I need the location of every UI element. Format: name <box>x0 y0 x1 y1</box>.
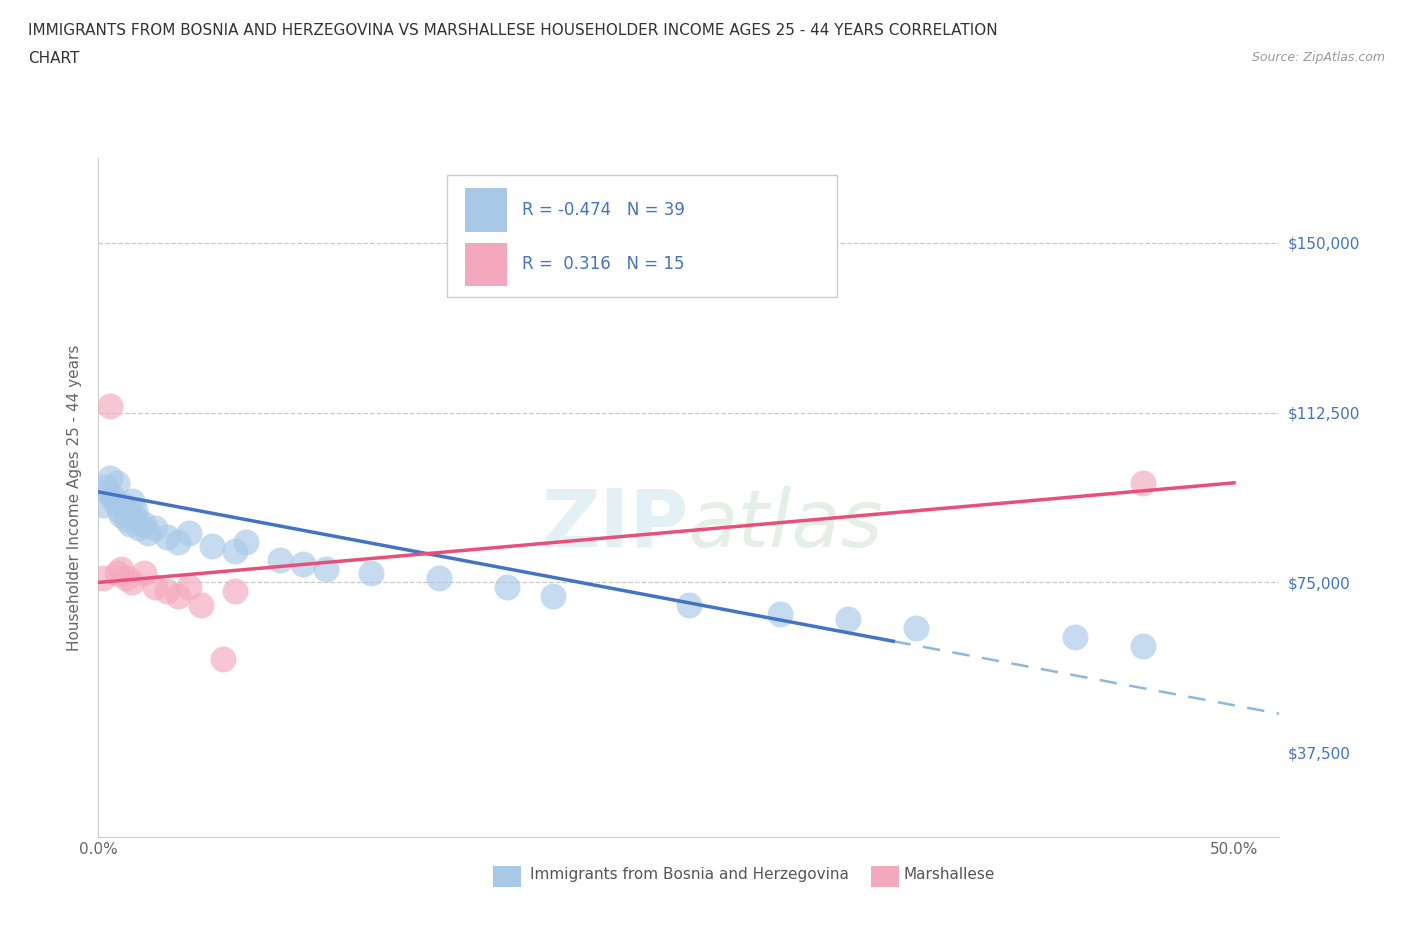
Point <box>103 494 125 509</box>
Point <box>360 566 382 581</box>
FancyBboxPatch shape <box>447 175 837 298</box>
Point <box>143 579 166 594</box>
Text: R =  0.316   N = 15: R = 0.316 N = 15 <box>523 255 685 273</box>
Point <box>110 507 132 522</box>
Point <box>114 512 136 526</box>
FancyBboxPatch shape <box>870 866 900 887</box>
Point <box>427 570 450 585</box>
Y-axis label: Householder Income Ages 25 - 44 years: Householder Income Ages 25 - 44 years <box>67 344 83 651</box>
Text: Immigrants from Bosnia and Herzegovina: Immigrants from Bosnia and Herzegovina <box>530 867 848 882</box>
Point <box>179 579 201 594</box>
Point <box>769 606 792 621</box>
Point <box>155 584 177 599</box>
Point <box>105 475 128 490</box>
Point <box>167 589 190 604</box>
Point <box>224 543 246 558</box>
Point <box>120 516 142 531</box>
Point <box>117 502 139 517</box>
Point <box>98 398 121 413</box>
Point <box>190 598 212 613</box>
Point <box>94 480 117 495</box>
Point <box>114 570 136 585</box>
Point <box>201 538 224 553</box>
Point <box>132 566 155 581</box>
Point <box>143 521 166 536</box>
Point <box>91 570 114 585</box>
Text: IMMIGRANTS FROM BOSNIA AND HERZEGOVINA VS MARSHALLESE HOUSEHOLDER INCOME AGES 25: IMMIGRANTS FROM BOSNIA AND HERZEGOVINA V… <box>28 23 998 38</box>
Text: atlas: atlas <box>689 485 884 564</box>
Point <box>98 471 121 485</box>
Point <box>108 502 131 517</box>
Point <box>96 485 118 499</box>
Point <box>91 498 114 513</box>
Text: ZIP: ZIP <box>541 485 689 564</box>
Point <box>496 579 519 594</box>
Point <box>121 494 143 509</box>
Point <box>121 575 143 590</box>
Text: Source: ZipAtlas.com: Source: ZipAtlas.com <box>1251 51 1385 64</box>
Point <box>1064 630 1087 644</box>
Point <box>138 525 160 540</box>
Point <box>291 557 314 572</box>
Point <box>155 530 177 545</box>
Point <box>124 502 146 517</box>
Point <box>128 521 150 536</box>
Point <box>132 516 155 531</box>
FancyBboxPatch shape <box>464 243 508 286</box>
Point <box>837 611 859 626</box>
Point <box>212 652 235 667</box>
Point <box>541 589 564 604</box>
Point <box>1132 475 1154 490</box>
Point <box>905 620 928 635</box>
Point <box>1132 638 1154 653</box>
FancyBboxPatch shape <box>464 188 508 232</box>
Text: Marshallese: Marshallese <box>903 867 994 882</box>
Point <box>179 525 201 540</box>
Text: R = -0.474   N = 39: R = -0.474 N = 39 <box>523 201 685 219</box>
Point <box>167 534 190 549</box>
Point <box>110 562 132 577</box>
Point <box>269 552 291 567</box>
Point <box>105 566 128 581</box>
Point <box>125 512 148 526</box>
Point <box>235 534 257 549</box>
Point <box>224 584 246 599</box>
Point <box>678 598 700 613</box>
Point <box>101 489 124 504</box>
Text: CHART: CHART <box>28 51 80 66</box>
Point <box>315 562 337 577</box>
FancyBboxPatch shape <box>494 866 522 887</box>
Point <box>112 498 135 513</box>
